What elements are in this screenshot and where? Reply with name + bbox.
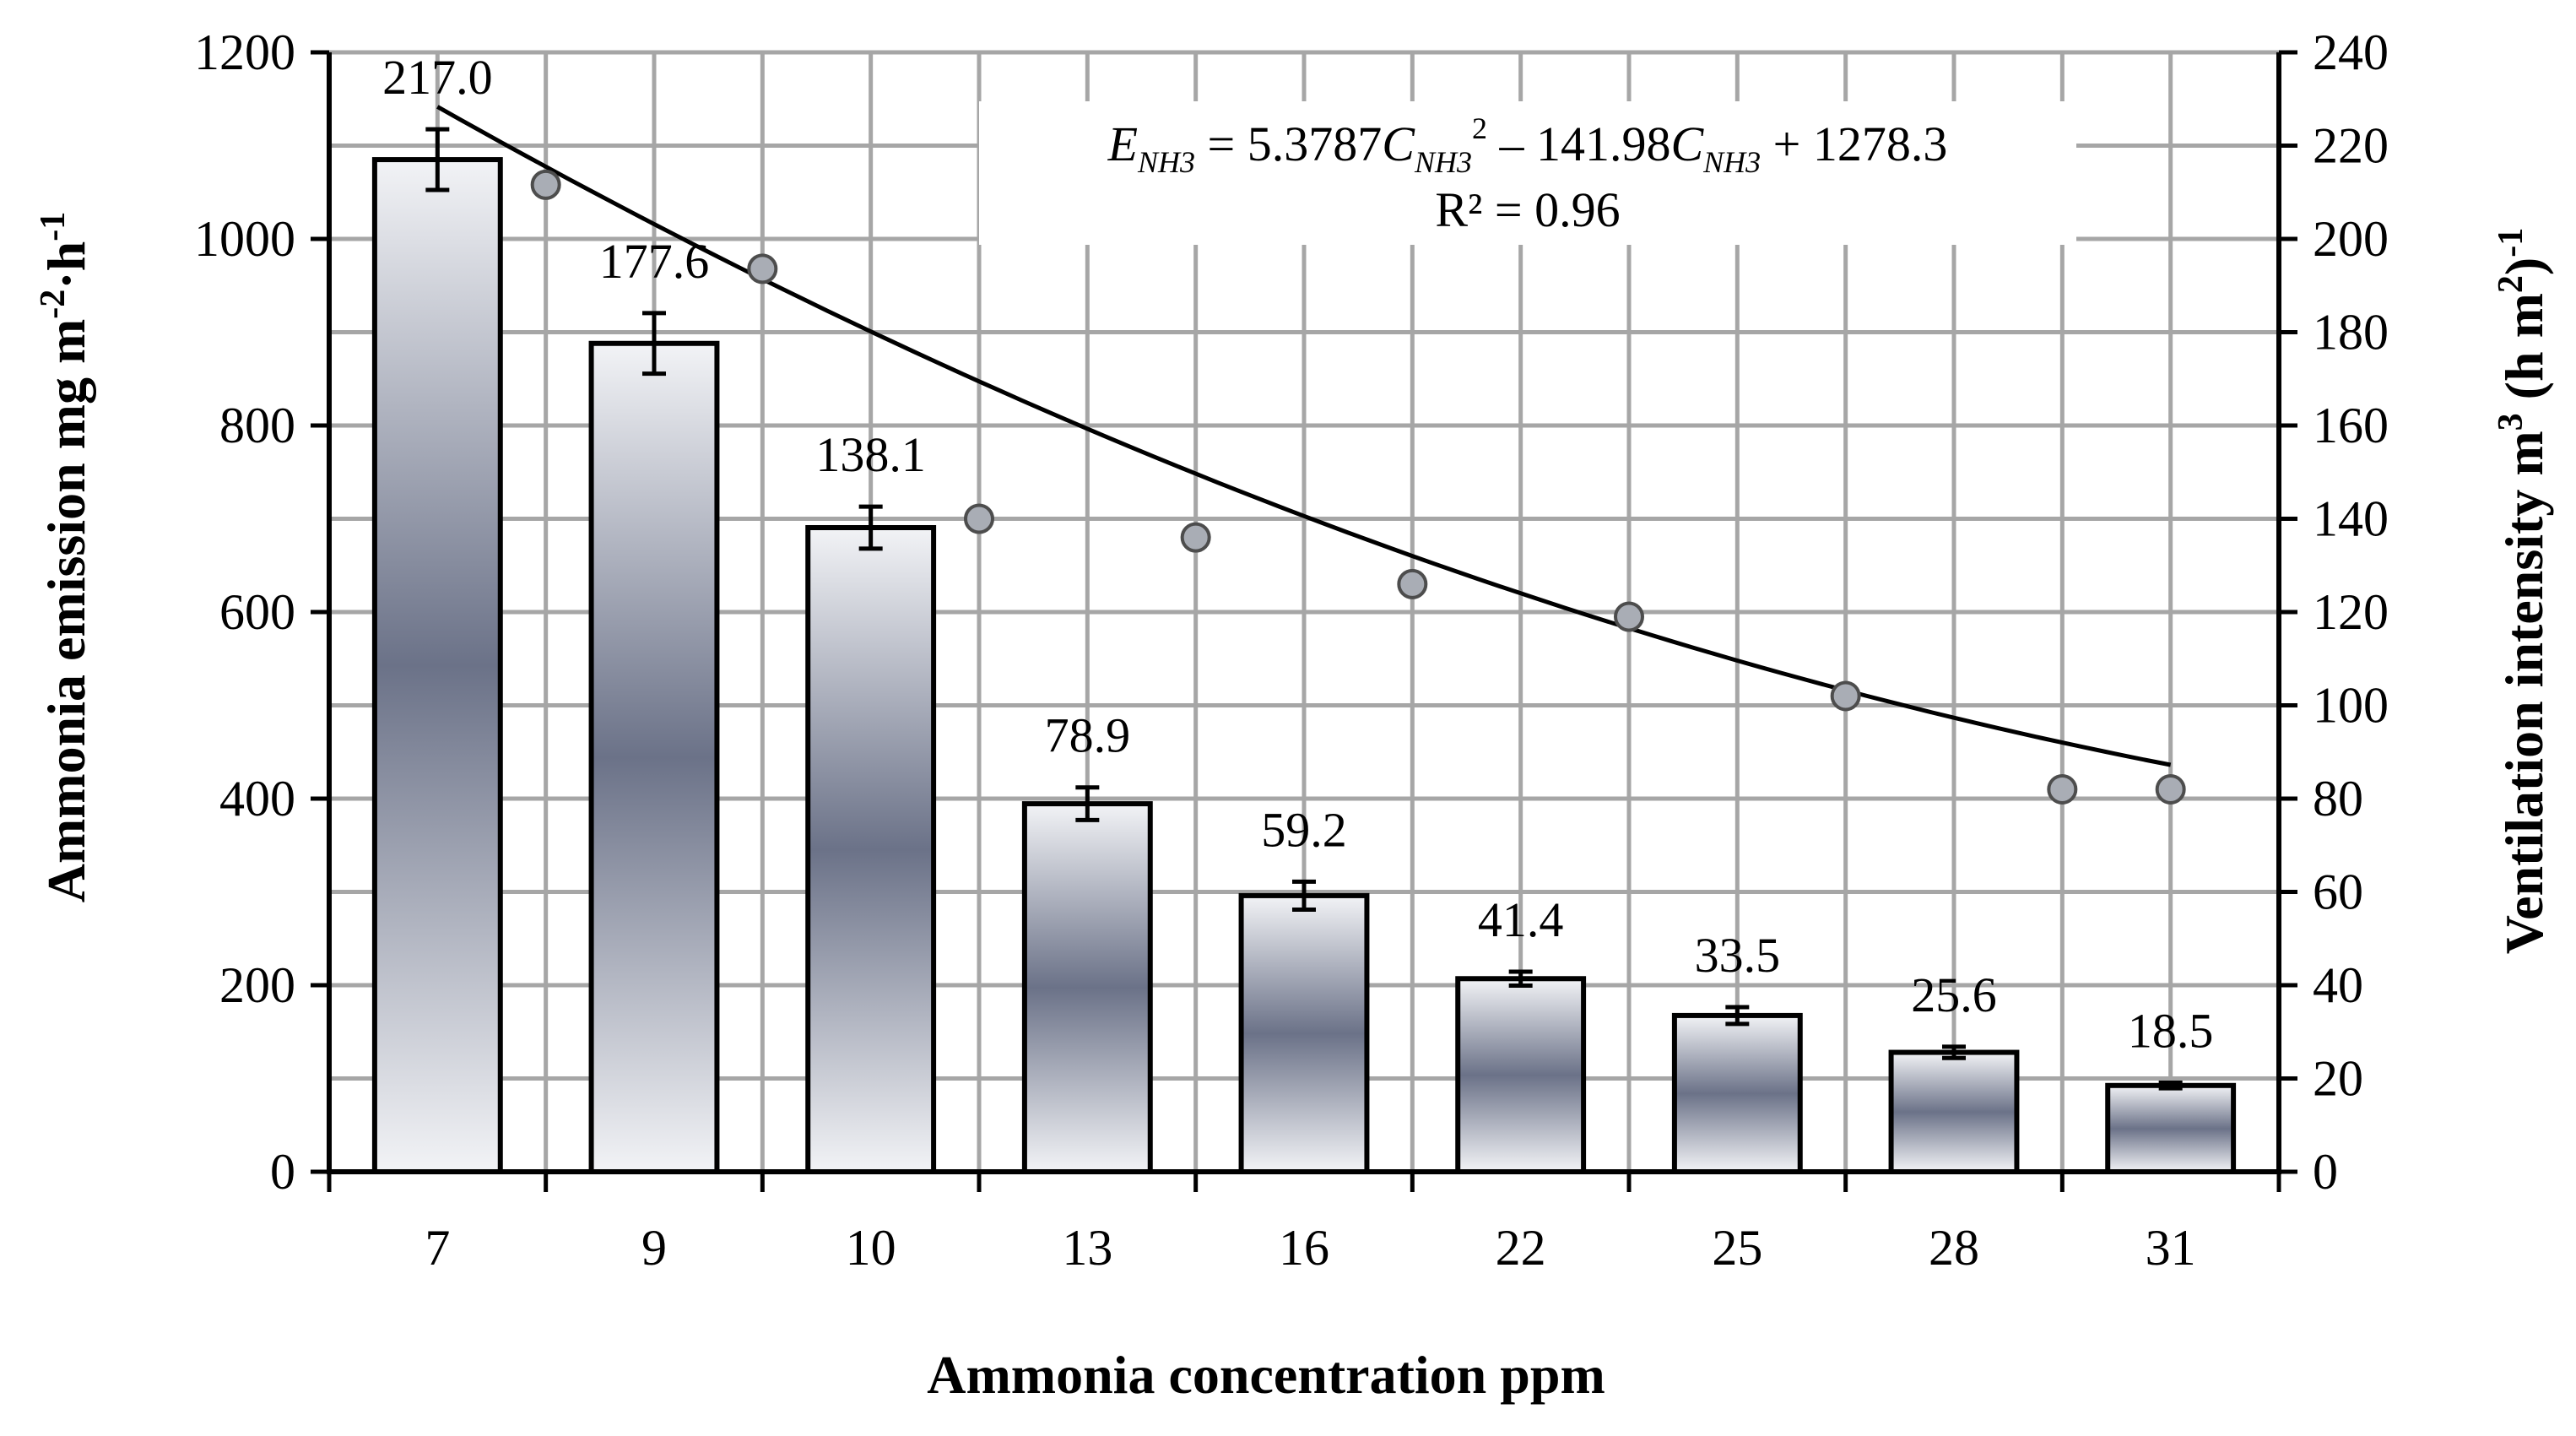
y2-tick-label: 100: [2313, 678, 2389, 734]
trend-equation: ENH3 = 5.3787CNH32 – 141.98CNH3 + 1278.3: [1107, 111, 1948, 179]
bar-data-label: 59.2: [1261, 802, 1347, 857]
bar-data-label: 18.5: [2128, 1003, 2214, 1058]
y2-tick-label: 140: [2313, 491, 2389, 547]
axes: [311, 50, 2297, 1192]
bar-data-label: 41.4: [1478, 892, 1564, 947]
y-tick-label: 600: [219, 584, 295, 640]
bar-16: [1238, 892, 1370, 1175]
bar-data-label: 138.1: [815, 427, 926, 482]
scatter-point: [1180, 522, 1211, 553]
bar-data-label: 33.5: [1695, 928, 1781, 983]
x-tick-label: 10: [846, 1220, 896, 1276]
x-tick-label: 25: [1712, 1220, 1762, 1276]
r-squared: R² = 0.96: [1435, 182, 1620, 237]
scatter-point: [530, 169, 561, 200]
bar-7: [371, 157, 503, 1175]
bar-data-label: 78.9: [1045, 708, 1131, 763]
bar-data-label: 217.0: [382, 50, 493, 105]
bar-31: [2105, 1082, 2237, 1174]
bar-data-label: 25.6: [1911, 967, 1997, 1022]
y-tick-label: 1000: [194, 211, 295, 267]
y2-tick-label: 20: [2313, 1051, 2363, 1107]
equation-background: [979, 101, 2076, 245]
scatter-point: [964, 503, 994, 534]
trendline-group: [436, 105, 2172, 767]
trendline: [436, 105, 2172, 767]
bar-25: [1671, 1012, 1803, 1174]
x-axis-title: Ammonia concentration ppm: [927, 1345, 1605, 1405]
bar-22: [1455, 976, 1587, 1175]
labels: 217.0 177.6 138.1 78.9 59.2 41.4 33.5 25.6 18.5 0…: [194, 24, 2389, 1276]
bar-9: [588, 340, 720, 1174]
bar-data-label: 177.6: [599, 234, 710, 289]
y2-tick-label: 0: [2313, 1144, 2338, 1200]
scatter-point: [2047, 773, 2078, 805]
x-tick-label: 22: [1496, 1220, 1546, 1276]
scatter-point: [1830, 680, 1861, 712]
y2-tick-label: 40: [2313, 957, 2363, 1013]
bar-10: [805, 524, 937, 1174]
x-tick-label: 16: [1279, 1220, 1329, 1276]
y-tick-label: 200: [219, 957, 295, 1013]
y2-tick-label: 220: [2313, 118, 2389, 174]
y2-axis-title: Ventilation intensity m3 (h m2)-1: [2492, 228, 2554, 954]
bar-13: [1021, 801, 1153, 1174]
y2-tick-label: 160: [2313, 398, 2389, 453]
scatter-point: [1614, 601, 1644, 632]
scatter-point: [2155, 773, 2186, 805]
y2-tick-label: 200: [2313, 211, 2389, 267]
y-tick-label: 1200: [194, 24, 295, 80]
x-tick-label: 9: [641, 1220, 667, 1276]
y-tick-label: 400: [219, 771, 295, 826]
x-tick-label: 7: [425, 1220, 450, 1276]
scatter-point: [747, 253, 778, 284]
x-tick-label: 13: [1062, 1220, 1112, 1276]
y2-tick-label: 180: [2313, 305, 2389, 360]
y2-tick-label: 80: [2313, 771, 2363, 826]
y2-tick-label: 120: [2313, 584, 2389, 640]
y2-tick-label: 60: [2313, 864, 2363, 920]
error-bars: [425, 127, 2183, 1091]
y-tick-label: 800: [219, 398, 295, 453]
x-tick-label: 31: [2146, 1220, 2196, 1276]
x-tick-label: 28: [1929, 1220, 1979, 1276]
y-tick-label: 0: [270, 1144, 295, 1200]
bar-28: [1888, 1049, 2020, 1175]
scatter-points: [530, 169, 2186, 805]
y2-tick-label: 240: [2313, 24, 2389, 80]
y-axis-title: Ammonia emission mg m-2·h-1: [34, 212, 96, 902]
scatter-point: [1397, 568, 1428, 599]
bars: [371, 157, 2237, 1175]
